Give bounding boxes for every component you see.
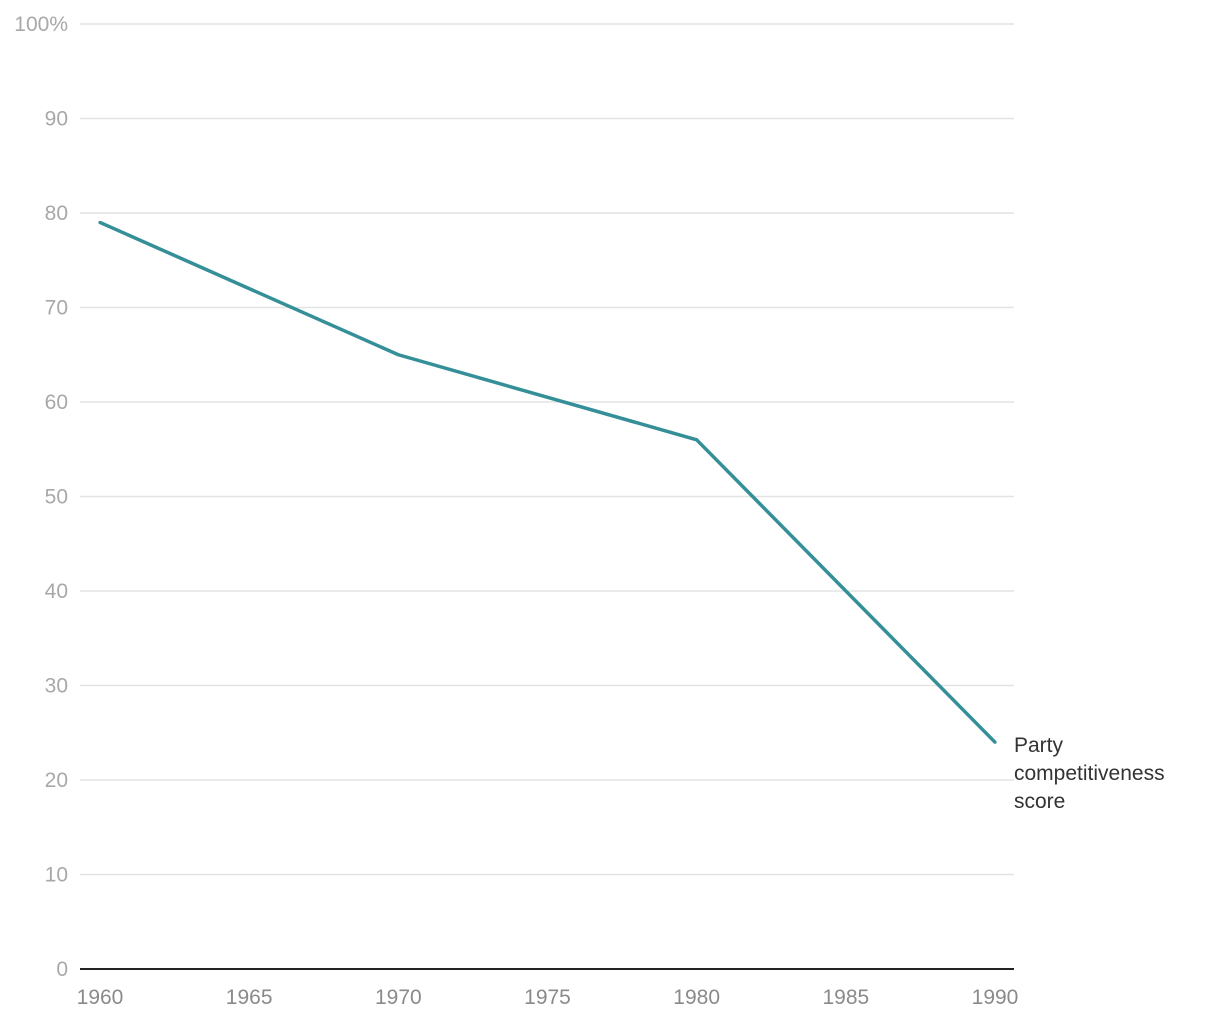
- x-tick-label: 1985: [822, 986, 869, 1009]
- series-label: Party competitiveness score: [1014, 734, 1165, 813]
- y-tick-label: 80: [45, 202, 68, 225]
- data-point: [396, 353, 400, 357]
- y-tick-label: 100%: [14, 13, 68, 36]
- series-label-line: score: [1014, 790, 1065, 813]
- x-tick-label: 1960: [77, 986, 124, 1009]
- series-label-line: Party: [1014, 734, 1064, 757]
- x-tick-label: 1990: [972, 986, 1019, 1009]
- x-tick-label: 1970: [375, 986, 422, 1009]
- data-point: [695, 438, 699, 442]
- y-tick-label: 70: [45, 297, 68, 320]
- data-point: [993, 740, 997, 744]
- y-tick-label: 90: [45, 108, 68, 131]
- y-tick-label: 40: [45, 580, 68, 603]
- y-tick-label: 60: [45, 391, 68, 414]
- grid-layer: [80, 23, 1014, 970]
- y-tick-label: 50: [45, 486, 68, 509]
- series-line: [99, 220, 997, 744]
- x-tick-label: 1980: [673, 986, 720, 1009]
- series-label-layer: Party competitiveness score: [1014, 734, 1165, 813]
- x-tick-label: 1975: [524, 986, 571, 1009]
- x-axis: 1960 1965 1970 1975 1980 1985 1990: [77, 986, 1019, 1009]
- data-point: [98, 220, 102, 225]
- series-layer: [98, 220, 997, 744]
- y-axis: 0 10 20 30 40 50 60 70 80 90 100%: [14, 13, 68, 981]
- y-tick-label: 0: [56, 958, 68, 981]
- series-label-line: competitiveness: [1014, 762, 1165, 785]
- x-tick-label: 1965: [226, 986, 273, 1009]
- y-tick-label: 30: [45, 675, 68, 698]
- y-tick-label: 10: [45, 864, 68, 887]
- y-tick-label: 20: [45, 769, 68, 792]
